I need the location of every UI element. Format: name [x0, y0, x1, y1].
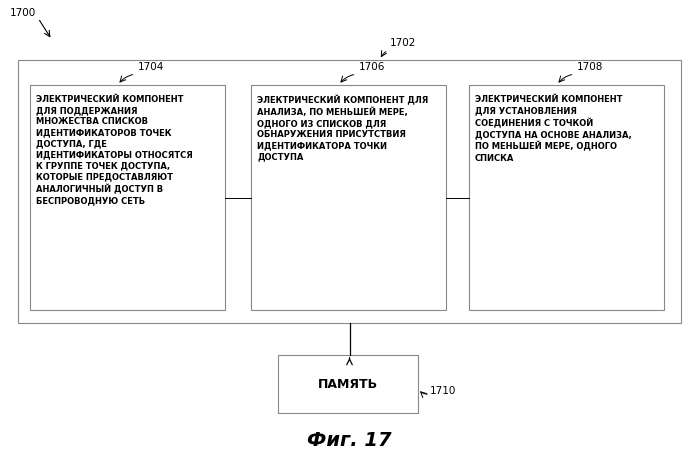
- Bar: [18, 60, 681, 323]
- Bar: [278, 355, 418, 413]
- Text: 1700: 1700: [10, 8, 36, 18]
- Text: 1710: 1710: [430, 386, 456, 396]
- Text: ПАМЯТЬ: ПАМЯТЬ: [318, 377, 378, 390]
- Bar: [251, 85, 446, 310]
- Bar: [469, 85, 664, 310]
- Text: ЭЛЕКТРИЧЕСКИЙ КОМПОНЕНТ ДЛЯ
АНАЛИЗА, ПО МЕНЬШЕЙ МЕРЕ,
ОДНОГО ИЗ СПИСКОВ ДЛЯ
ОБНА: ЭЛЕКТРИЧЕСКИЙ КОМПОНЕНТ ДЛЯ АНАЛИЗА, ПО …: [257, 95, 428, 162]
- Text: 1706: 1706: [359, 62, 385, 72]
- Text: Фиг. 17: Фиг. 17: [307, 431, 391, 450]
- Text: ЭЛЕКТРИЧЕСКИЙ КОМПОНЕНТ
ДЛЯ УСТАНОВЛЕНИЯ
СОЕДИНЕНИЯ С ТОЧКОЙ
ДОСТУПА НА ОСНОВЕ А: ЭЛЕКТРИЧЕСКИЙ КОМПОНЕНТ ДЛЯ УСТАНОВЛЕНИЯ…: [475, 95, 632, 163]
- Text: 1708: 1708: [577, 62, 603, 72]
- Text: 1704: 1704: [138, 62, 164, 72]
- Bar: [30, 85, 225, 310]
- Text: 1702: 1702: [390, 38, 417, 48]
- Text: ЭЛЕКТРИЧЕСКИЙ КОМПОНЕНТ
ДЛЯ ПОДДЕРЖАНИЯ
МНОЖЕСТВА СПИСКОВ
ИДЕНТИФИКАТОРОВ ТОЧЕК
: ЭЛЕКТРИЧЕСКИЙ КОМПОНЕНТ ДЛЯ ПОДДЕРЖАНИЯ …: [36, 95, 193, 206]
